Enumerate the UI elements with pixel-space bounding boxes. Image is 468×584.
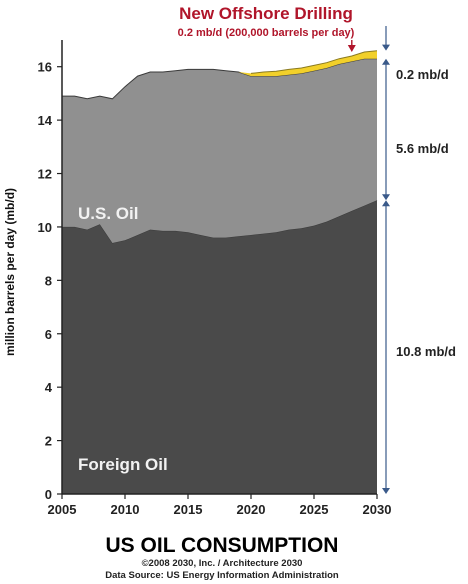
chart-areas [62,50,378,494]
y-tick-label: 0 [45,487,52,502]
x-tick-label: 2015 [174,502,203,517]
y-tick-label: 16 [38,60,52,75]
area-edge-new-offshore-drilling [250,50,378,74]
callout-subtitle: 0.2 mb/d (200,000 barrels per day) [178,27,355,39]
y-axis-label: million barrels per day (mb/d) [3,188,17,356]
area-label-us-oil: U.S. Oil [78,204,138,223]
area-u-s-oil [62,58,377,244]
arrow-us-oil-up [382,58,390,65]
callout-title: New Offshore Drilling [179,4,353,23]
y-tick-label: 8 [45,273,52,288]
area-foreign-oil [62,200,377,494]
chart-annotations [347,26,390,494]
y-tick-label: 14 [38,113,53,128]
credit-line-1: ©2008 2030, Inc. / Architecture 2030 [142,558,303,569]
arrow-foreign-up [382,200,390,207]
chart-title: US OIL CONSUMPTION [106,534,339,557]
x-tick-label: 2030 [363,502,392,517]
y-tick-label: 2 [45,434,52,449]
right-label-offshore: 0.2 mb/d [396,67,449,82]
y-tick-label: 6 [45,327,52,342]
arrow-us-oil-down [382,194,390,201]
right-label-us-oil: 5.6 mb/d [396,141,449,156]
arrow-offshore-down [382,44,390,51]
callout-arrow-head [347,45,356,53]
y-tick-label: 12 [38,167,52,182]
area-label-foreign-oil: Foreign Oil [78,455,168,474]
chart-axes: 0 2 4 6 8 10 12 14 16 2005 2010 2015 2020 2025 2030 [38,40,392,517]
x-tick-label: 2020 [237,502,266,517]
right-label-foreign-oil: 10.8 mb/d [396,344,456,359]
x-tick-label: 2010 [111,502,140,517]
x-tick-label: 2025 [300,502,329,517]
y-tick-label: 4 [45,380,53,395]
y-tick-label: 10 [38,220,52,235]
arrow-foreign-down [382,488,390,494]
x-tick-label: 2005 [48,502,77,517]
credit-line-2: Data Source: US Energy Information Admin… [105,570,339,581]
